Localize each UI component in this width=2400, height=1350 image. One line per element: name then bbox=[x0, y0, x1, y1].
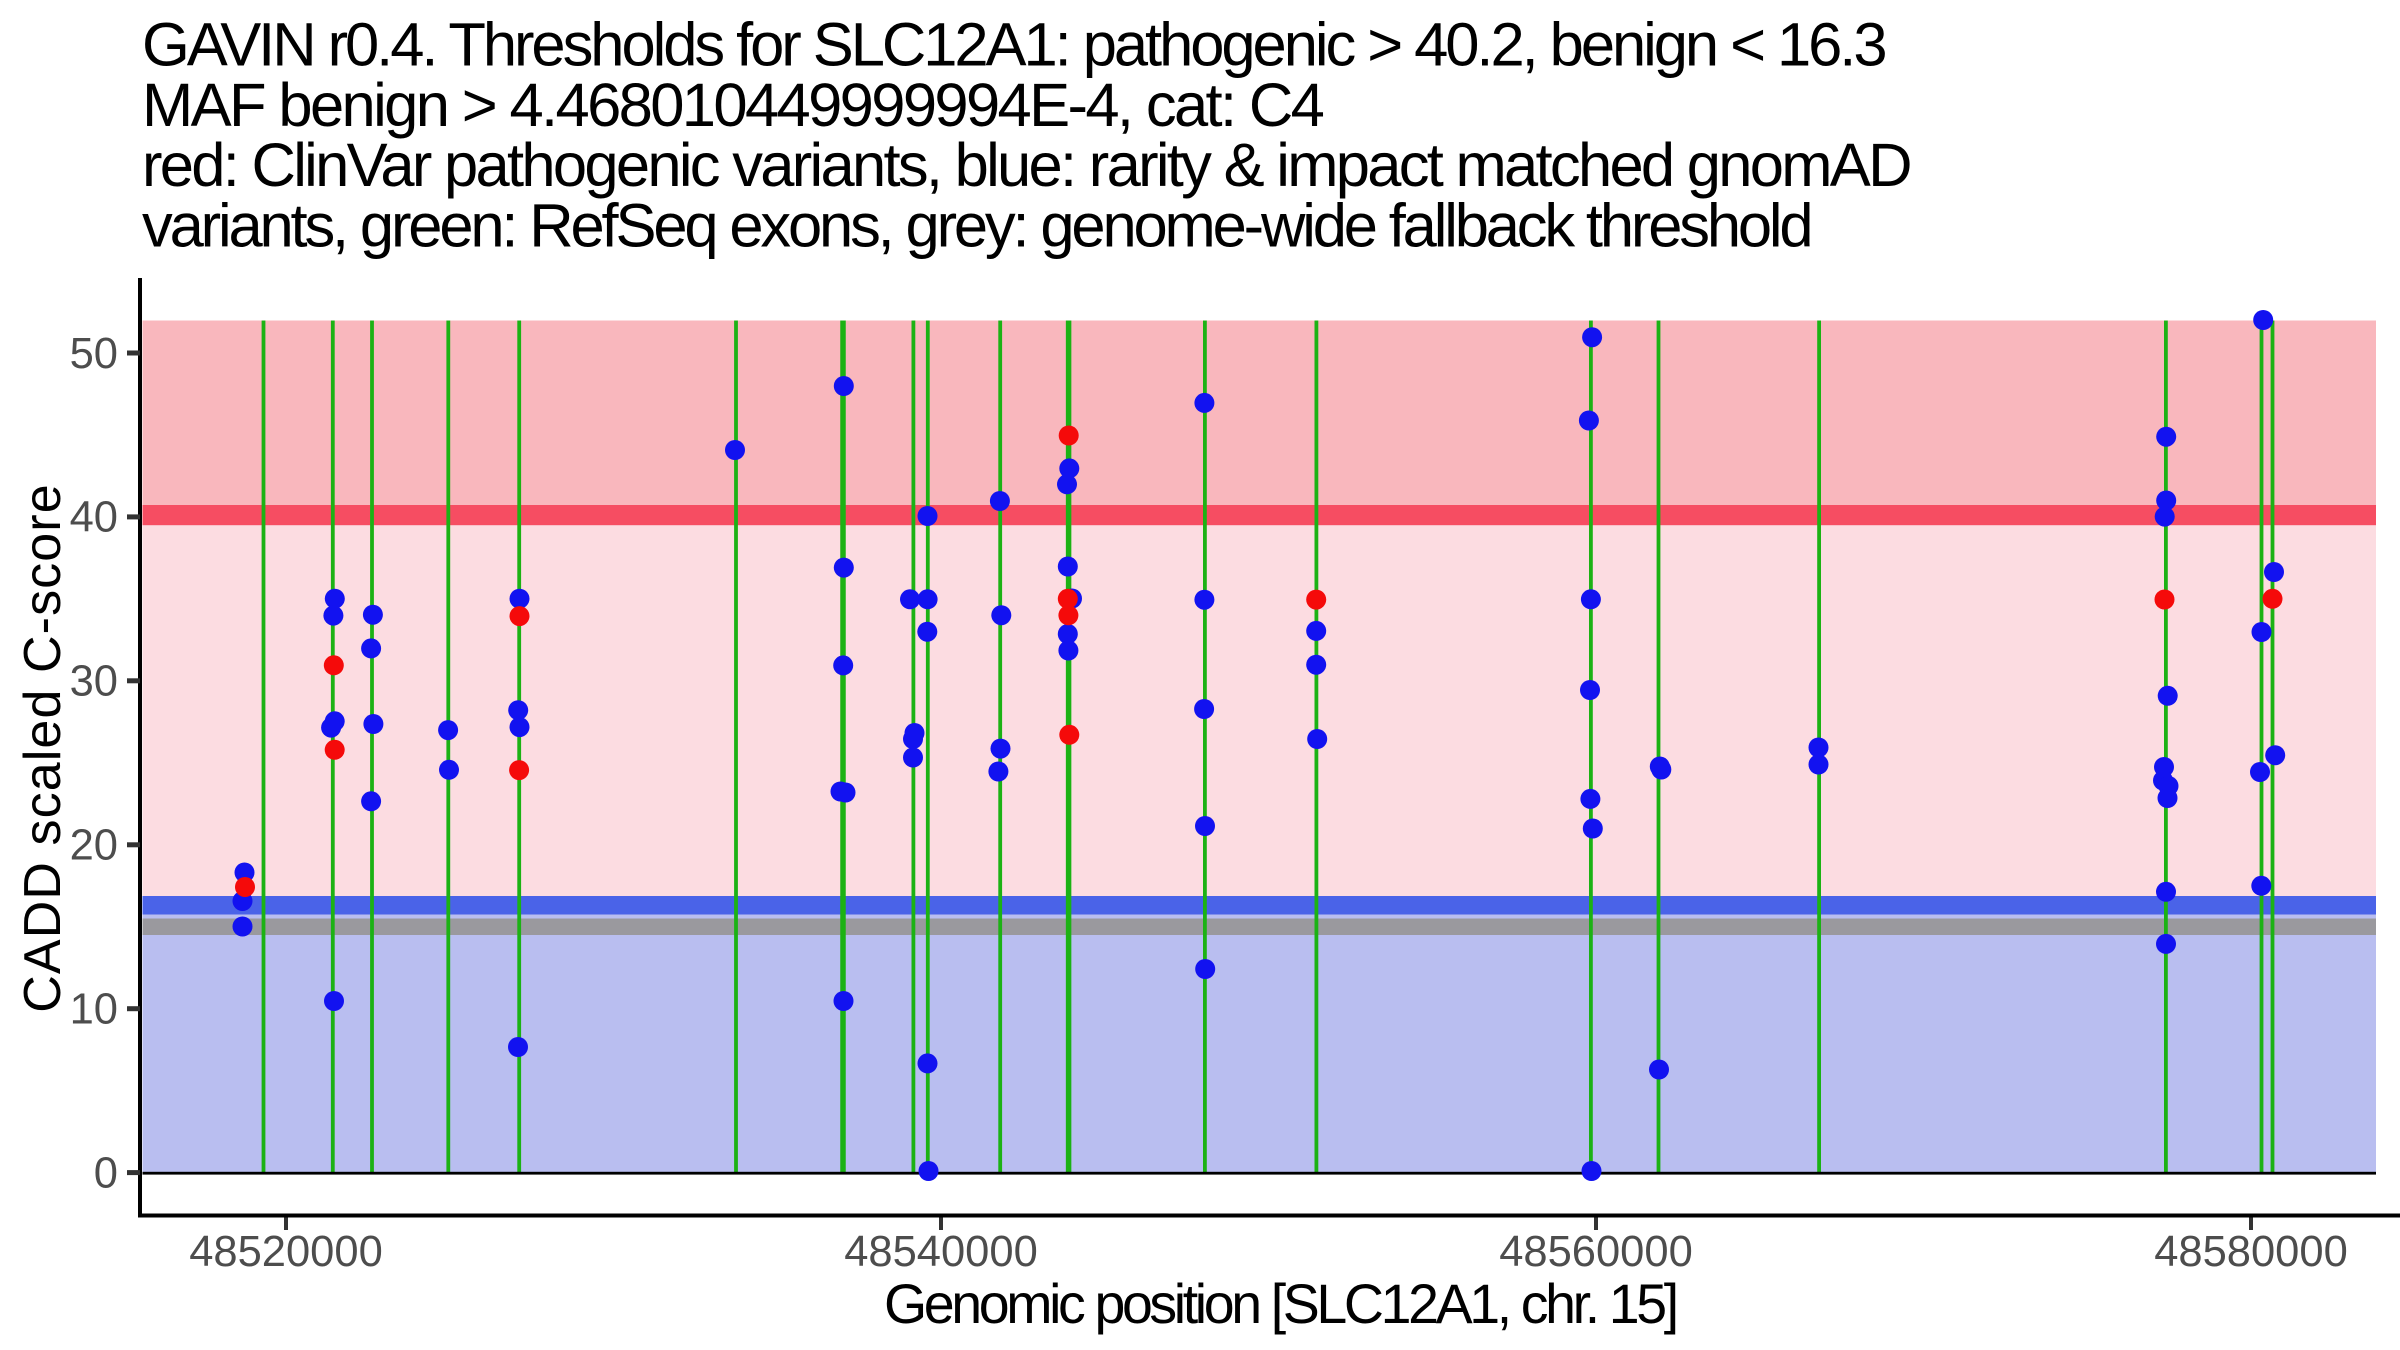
svg-text:MAF benign > 4.468010449999994: MAF benign > 4.468010449999994E-4, cat: … bbox=[142, 71, 1324, 140]
svg-text:10: 10 bbox=[70, 986, 118, 1034]
svg-text:20: 20 bbox=[70, 822, 118, 870]
svg-text:variants, green: RefSeq exons,: variants, green: RefSeq exons, grey: gen… bbox=[142, 192, 1810, 261]
svg-text:48560000: 48560000 bbox=[1499, 1228, 1693, 1276]
svg-text:48580000: 48580000 bbox=[2154, 1228, 2348, 1276]
svg-text:Genomic position [SLC12A1, chr: Genomic position [SLC12A1, chr. 15] bbox=[884, 1273, 1676, 1335]
svg-text:48520000: 48520000 bbox=[189, 1228, 383, 1276]
svg-text:50: 50 bbox=[70, 330, 118, 378]
svg-text:40: 40 bbox=[70, 494, 118, 542]
svg-text:48540000: 48540000 bbox=[844, 1228, 1038, 1276]
svg-text:0: 0 bbox=[94, 1149, 118, 1197]
svg-text:GAVIN r0.4. Thresholds for SLC: GAVIN r0.4. Thresholds for SLC12A1: path… bbox=[142, 11, 1885, 80]
svg-text:red: ClinVar pathogenic varian: red: ClinVar pathogenic variants, blue: … bbox=[142, 131, 1910, 200]
svg-text:CADD scaled C-score: CADD scaled C-score bbox=[14, 483, 72, 1012]
svg-text:30: 30 bbox=[70, 658, 118, 706]
